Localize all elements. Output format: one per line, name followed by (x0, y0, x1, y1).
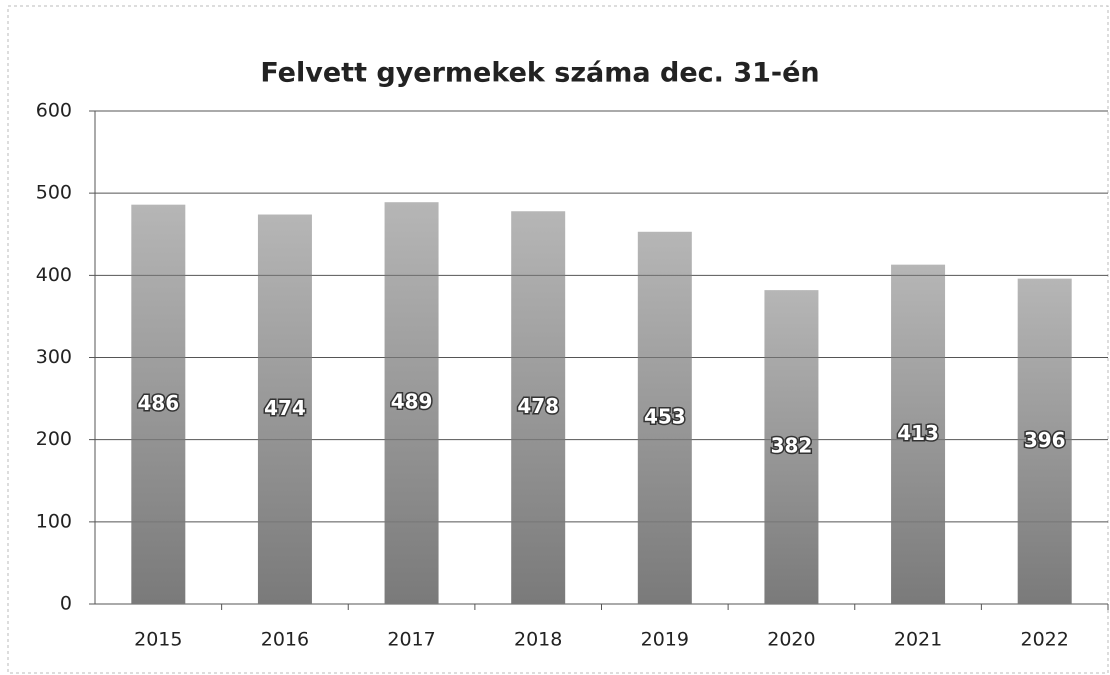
x-tick-label: 2019 (641, 629, 689, 651)
x-tick-label: 2020 (767, 629, 815, 651)
y-tick-label: 100 (36, 510, 72, 532)
bar (257, 214, 312, 604)
x-tick-label: 2021 (894, 629, 942, 651)
x-tick-label: 2018 (514, 629, 562, 651)
frame (7, 5, 1109, 674)
bar (131, 204, 186, 605)
data-label: 382 (771, 434, 813, 458)
x-tick-label: 2015 (134, 629, 182, 651)
x-tick-label: 2016 (261, 629, 309, 651)
bar (1017, 278, 1072, 604)
chart-title: Felvett gyermekek száma dec. 31-én (260, 58, 819, 89)
x-tick-label: 2022 (1021, 629, 1069, 651)
data-label: 413 (897, 421, 939, 445)
bar (764, 290, 819, 604)
data-label: 396 (1024, 428, 1066, 452)
data-label: 489 (391, 390, 433, 414)
y-tick-label: 0 (60, 593, 72, 615)
y-tick-label: 400 (36, 264, 72, 286)
x-tick-label: 2017 (387, 629, 435, 651)
bar (637, 231, 692, 604)
y-tick-label: 200 (36, 428, 72, 450)
bar (891, 264, 946, 604)
bar (511, 211, 566, 604)
y-tick-label: 300 (36, 346, 72, 368)
y-tick-label: 500 (36, 182, 72, 204)
y-tick-label: 600 (36, 100, 72, 122)
bar (384, 202, 439, 604)
data-label: 474 (264, 396, 306, 420)
data-label: 453 (644, 404, 686, 428)
data-label: 478 (517, 394, 559, 418)
data-label: 486 (137, 391, 179, 415)
